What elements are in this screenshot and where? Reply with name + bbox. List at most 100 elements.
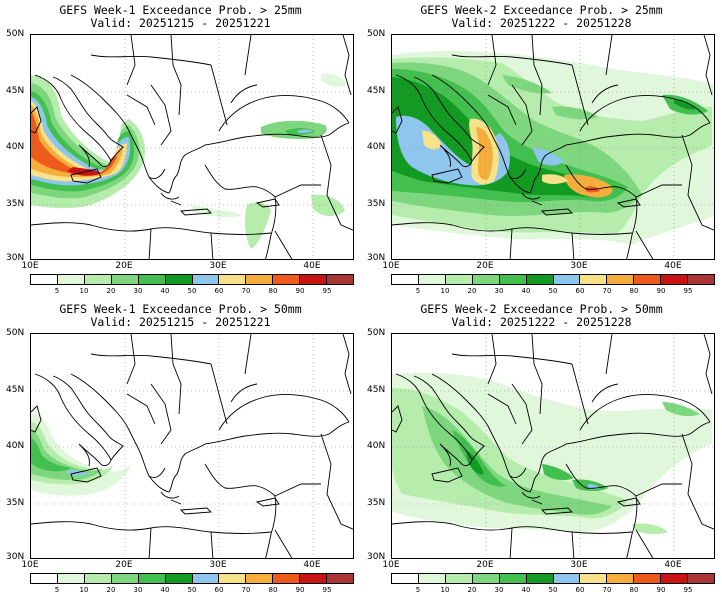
panel-valid-dates: Valid: 20251215 - 20251221 (90, 16, 271, 30)
map-area (391, 333, 715, 559)
map-area (30, 333, 354, 559)
colorbar-segment (165, 275, 193, 284)
map-area (391, 34, 715, 260)
colorbar-segment (192, 574, 220, 583)
colorbar-segment (31, 275, 58, 284)
colorbar-segment (273, 275, 301, 284)
lat-label: 50N (6, 29, 25, 39)
colorbar-segment (300, 275, 328, 284)
colorbar-segment (445, 574, 473, 583)
colorbar-segment (165, 574, 193, 583)
lat-label: 30N (367, 552, 386, 562)
colorbar-label: 10 (79, 287, 89, 295)
colorbar-label: 5 (415, 287, 421, 295)
lat-label: 40N (6, 142, 25, 152)
colorbar-label: 10 (79, 586, 89, 594)
colorbar (391, 274, 715, 285)
lon-label: 20E (115, 261, 133, 271)
lon-label: 40E (303, 560, 321, 570)
colorbar-label: 80 (629, 287, 639, 295)
lon-label: 10E (382, 560, 400, 570)
colorbar-segment (661, 574, 689, 583)
colorbar-label: 50 (548, 586, 558, 594)
colorbar (30, 274, 354, 285)
lat-label: 30N (6, 552, 25, 562)
colorbar-segment (472, 574, 500, 583)
lon-label: 10E (21, 560, 39, 570)
colorbar-segment (57, 275, 85, 284)
panel-week2-50mm: GEFS Week-2 Exceedance Prob. > 50mm Vali… (361, 299, 722, 598)
colorbar-segment (445, 275, 473, 284)
colorbar-label: 50 (187, 287, 197, 295)
colorbar-label: 60 (214, 586, 224, 594)
colorbar-label: 60 (575, 586, 585, 594)
colorbar-segment (327, 574, 354, 583)
lat-label: 35N (6, 199, 25, 209)
colorbar-segment (472, 275, 500, 284)
colorbar-segment (499, 275, 527, 284)
colorbar-segment (526, 275, 554, 284)
colorbar-label: 20 (467, 586, 477, 594)
lat-label: 45N (367, 86, 386, 96)
colorbar-label: 5 (415, 586, 421, 594)
colorbar-segment (300, 574, 328, 583)
lat-label: 50N (367, 328, 386, 338)
colorbar-segment (219, 275, 247, 284)
colorbar-label: 95 (322, 586, 332, 594)
colorbar-label: 40 (160, 586, 170, 594)
panel-week1-25mm: GEFS Week-1 Exceedance Prob. > 25mm Vali… (0, 0, 361, 299)
colorbar-segment (392, 275, 419, 284)
panel-week1-50mm: GEFS Week-1 Exceedance Prob. > 50mm Vali… (0, 299, 361, 598)
colorbar-label: 70 (241, 586, 251, 594)
lat-label: 35N (367, 199, 386, 209)
colorbar-segment (661, 275, 689, 284)
colorbar-label: 60 (214, 287, 224, 295)
lat-label: 40N (367, 142, 386, 152)
lat-label: 35N (6, 498, 25, 508)
colorbar-segment (553, 275, 581, 284)
lon-label: 40E (303, 261, 321, 271)
panel-title: GEFS Week-2 Exceedance Prob. > 50mm (420, 302, 663, 316)
lon-label: 30E (570, 560, 588, 570)
colorbar-label: 20 (106, 287, 116, 295)
lat-label: 40N (6, 441, 25, 451)
colorbar-segment (526, 574, 554, 583)
colorbar-segment (418, 275, 446, 284)
panel-title: GEFS Week-1 Exceedance Prob. > 25mm (59, 3, 302, 17)
panel-title: GEFS Week-2 Exceedance Prob. > 25mm (420, 3, 663, 17)
colorbar-label: 80 (629, 586, 639, 594)
colorbar-segment (580, 275, 608, 284)
colorbar-label: 90 (295, 586, 305, 594)
colorbar-segment (138, 275, 166, 284)
lat-label: 45N (6, 385, 25, 395)
lat-label: 50N (367, 29, 386, 39)
colorbar-segment (688, 275, 715, 284)
colorbar-segment (84, 574, 112, 583)
colorbar-label: 40 (521, 287, 531, 295)
colorbar-segment (219, 574, 247, 583)
colorbar-segment (138, 574, 166, 583)
lat-label: 45N (6, 86, 25, 96)
colorbar-label: 90 (656, 586, 666, 594)
lon-label: 20E (476, 560, 494, 570)
colorbar-label: 60 (575, 287, 585, 295)
lon-label: 20E (115, 560, 133, 570)
colorbar-label: 40 (160, 287, 170, 295)
lat-label: 35N (367, 498, 386, 508)
lon-label: 30E (209, 261, 227, 271)
colorbar-label: 5 (54, 586, 60, 594)
colorbar-segment (634, 574, 662, 583)
colorbar-label: 95 (683, 287, 693, 295)
colorbar-segment (553, 574, 581, 583)
lon-label: 10E (382, 261, 400, 271)
colorbar-label: 95 (683, 586, 693, 594)
colorbar-segment (192, 275, 220, 284)
colorbar-segment (84, 275, 112, 284)
colorbar-label: 20 (467, 287, 477, 295)
panel-valid-dates: Valid: 20251222 - 20251228 (451, 315, 632, 329)
colorbar-label: 40 (521, 586, 531, 594)
panel-week2-25mm: GEFS Week-2 Exceedance Prob. > 25mm Vali… (361, 0, 722, 299)
colorbar-label: 70 (602, 287, 612, 295)
colorbar-label: 10 (440, 586, 450, 594)
colorbar-label: 50 (548, 287, 558, 295)
